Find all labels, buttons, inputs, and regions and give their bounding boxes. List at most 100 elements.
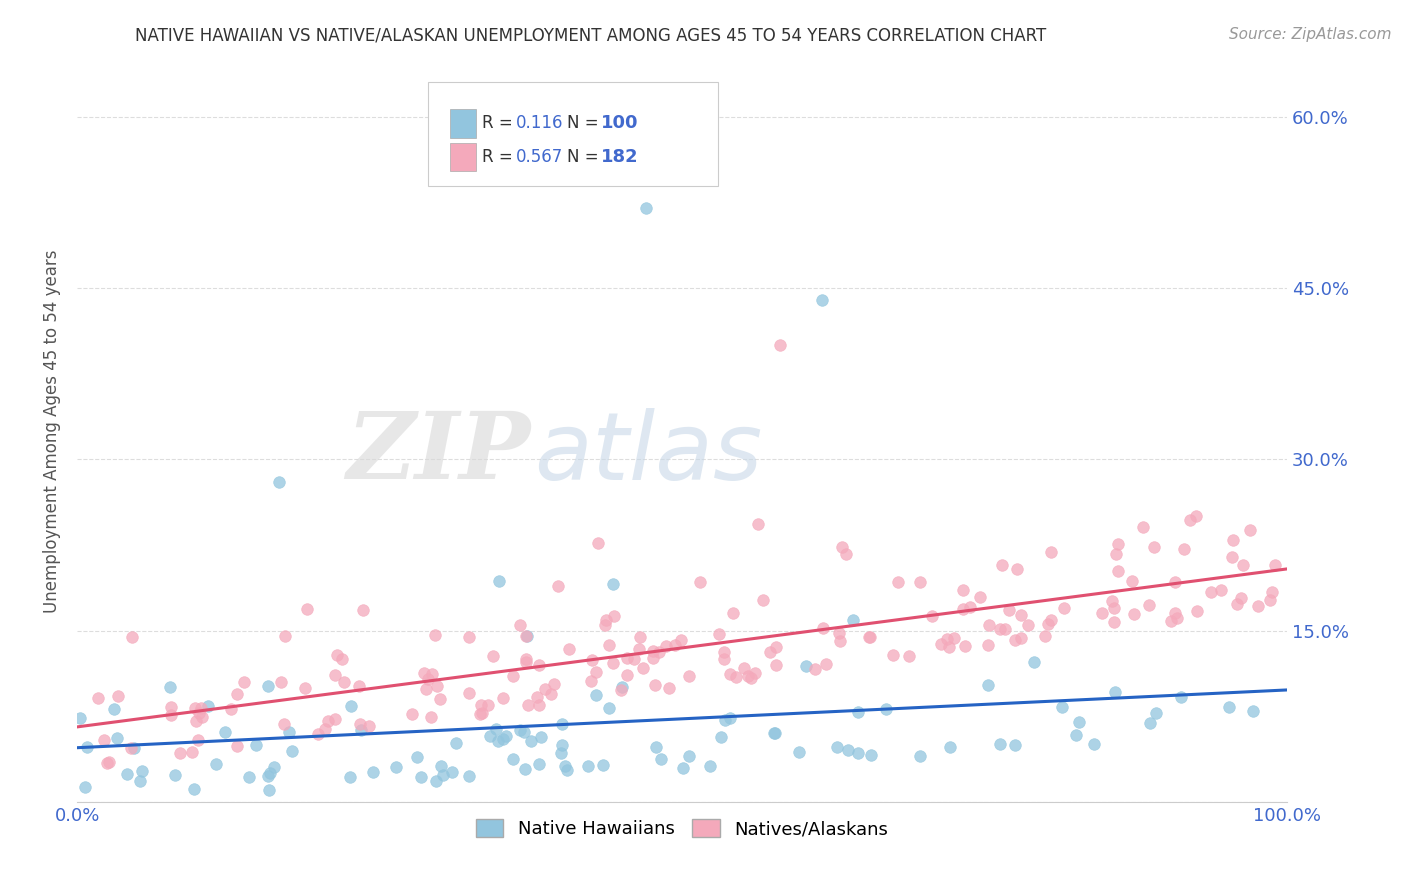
Point [515,655,537,669]
Point [323,712,346,726]
Point [221,702,243,716]
Point [794,658,817,673]
Point [550,738,572,752]
Point [658,681,681,695]
Point [602,656,624,670]
Point [628,630,651,644]
Point [1185,604,1208,618]
Point [1241,704,1264,718]
Point [187,732,209,747]
Point [163,768,186,782]
Point [585,665,607,680]
Point [1121,574,1143,589]
FancyBboxPatch shape [450,110,477,137]
Point [952,602,974,616]
FancyBboxPatch shape [427,82,718,186]
Point [1264,558,1286,573]
Point [502,752,524,766]
Point [650,752,672,766]
Point [887,575,910,590]
Text: NATIVE HAWAIIAN VS NATIVE/ALASKAN UNEMPLOYMENT AMONG AGES 45 TO 54 YEARS CORRELA: NATIVE HAWAIIAN VS NATIVE/ALASKAN UNEMPL… [135,27,1046,45]
Point [269,475,291,490]
Text: N =: N = [567,148,605,166]
Point [1101,593,1123,607]
Point [647,645,669,659]
Point [477,698,499,712]
Point [551,717,574,731]
Point [513,725,536,739]
Point [1102,600,1125,615]
Point [120,741,142,756]
Point [1218,700,1240,714]
Point [1105,547,1128,561]
Point [93,732,115,747]
Point [897,648,920,663]
Point [214,725,236,739]
Point [740,671,762,685]
Point [1040,544,1063,558]
Point [921,608,943,623]
Text: 100: 100 [600,114,638,133]
Point [323,667,346,681]
Point [998,603,1021,617]
Point [1164,575,1187,590]
Point [908,748,931,763]
Point [107,690,129,704]
Point [943,631,966,645]
Point [558,641,581,656]
Point [763,725,786,739]
Point [122,741,145,756]
Point [952,582,974,597]
Point [105,731,128,746]
Point [527,757,550,772]
Point [458,630,481,644]
Point [689,574,711,589]
Point [502,669,524,683]
Point [186,714,208,728]
Point [814,657,837,672]
Point [432,768,454,782]
Point [488,574,510,589]
Point [616,668,638,682]
Point [1146,706,1168,720]
Point [787,745,810,759]
Point [846,705,869,719]
Point [623,652,645,666]
Text: 0.567: 0.567 [516,148,564,166]
Point [1173,541,1195,556]
Point [977,638,1000,652]
Point [713,645,735,659]
Point [333,675,356,690]
Point [509,723,531,737]
Point [1178,513,1201,527]
Point [1232,558,1254,573]
Point [643,644,665,658]
Point [634,201,657,215]
Point [423,628,446,642]
Point [509,618,531,632]
Point [1091,607,1114,621]
Point [492,731,515,746]
Point [598,701,620,715]
Point [245,738,267,752]
Point [1017,618,1039,632]
Point [349,717,371,731]
Point [520,734,543,748]
Y-axis label: Unemployment Among Ages 45 to 54 years: Unemployment Among Ages 45 to 54 years [44,249,60,613]
Point [468,706,491,721]
Point [834,547,856,561]
Point [633,661,655,675]
Point [1166,611,1188,625]
Point [678,749,700,764]
Point [257,768,280,782]
Point [190,701,212,715]
Point [1040,614,1063,628]
Point [1004,738,1026,752]
Point [550,746,572,760]
Point [273,629,295,643]
Point [988,623,1011,637]
Point [1222,533,1244,548]
Point [1247,599,1270,614]
Point [129,773,152,788]
Point [592,758,614,772]
